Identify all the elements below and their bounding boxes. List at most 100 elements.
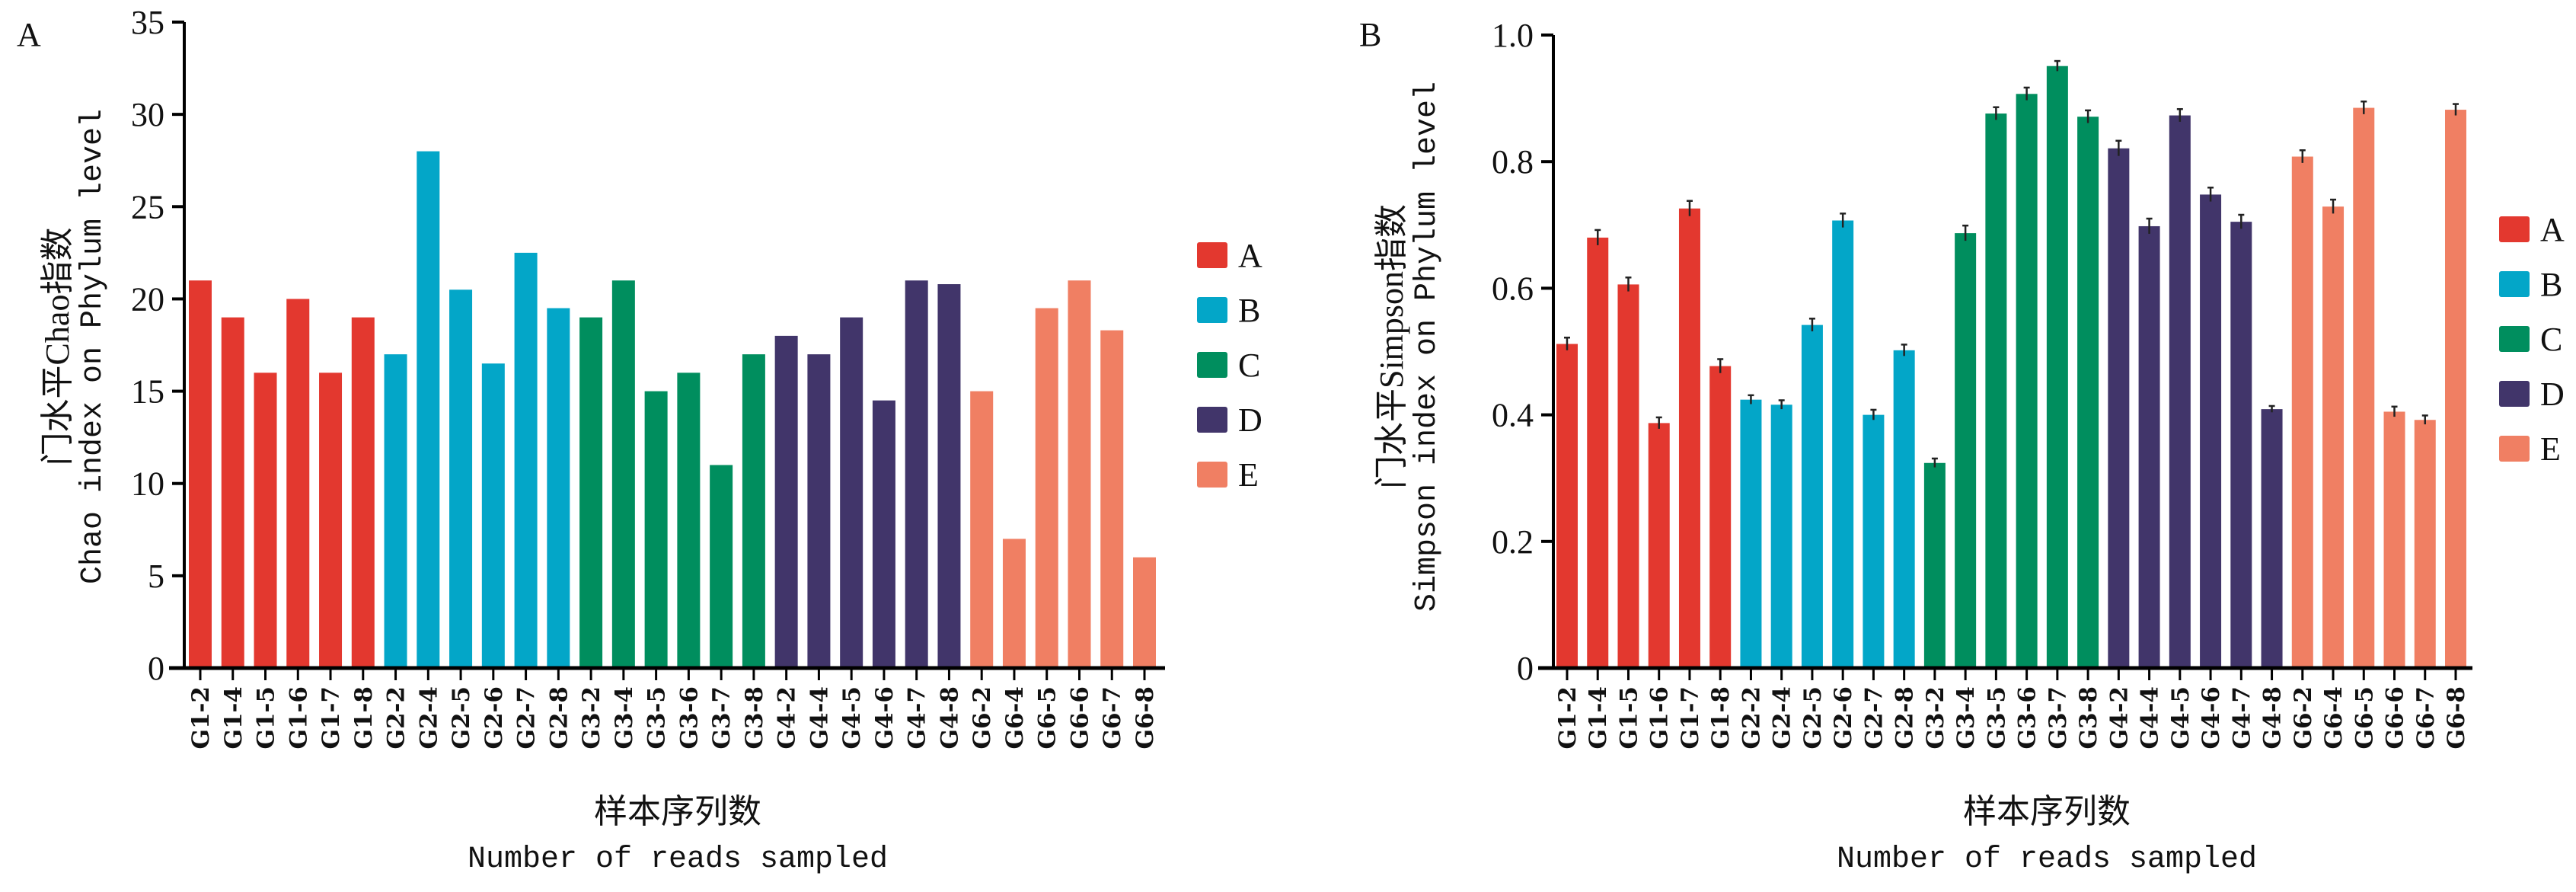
legend-item-d: D [1197,401,1262,439]
bar-g6-2 [970,391,994,668]
error-bar-g2-7 [1870,408,1877,420]
x-tick-label: G2-2 [1738,686,1765,749]
bar-g2-5 [1801,325,1823,668]
x-tick-label: G3-7 [2045,686,2072,749]
x-tick-label: G3-5 [1983,686,2010,749]
y-tick-label: 0 [1517,650,1534,687]
x-tick-label: G1-5 [1615,686,1642,749]
error-bar-g3-7 [2054,59,2060,72]
legend-swatch [1197,462,1227,488]
x-tick-label: G1-2 [187,686,215,749]
error-bar-g4-5 [2176,107,2183,122]
bar-g3-2 [579,317,603,668]
error-bar-g1-6 [1655,416,1662,429]
x-tick-label: G2-4 [1769,686,1796,749]
legend-label: C [2540,321,2562,358]
x-axis-title-en: Number of reads sampled [1837,842,2257,877]
bar-g1-5 [254,372,277,668]
x-tick-label: G2-7 [1860,686,1888,749]
bar-g4-8 [937,284,961,668]
legend-label: C [1238,347,1260,384]
error-bar-g6-2 [2299,149,2306,163]
bar-g1-7 [1678,208,1700,669]
legend-label: D [1238,401,1262,439]
x-tick-label: G1-6 [285,686,312,749]
error-bar-g6-5 [2361,101,2367,114]
error-bar-g6-6 [2391,405,2398,417]
legend-item-e: E [1197,456,1259,494]
bar-g4-4 [807,354,831,668]
bar-g3-4 [611,280,635,668]
bar-g1-6 [286,299,310,668]
bar-g2-6 [481,363,505,668]
bar-g3-5 [644,391,668,668]
bar-g4-5 [840,317,863,668]
error-bar-g2-5 [1808,318,1815,331]
x-tick-label: G2-5 [448,686,475,749]
bar-g6-5 [2353,107,2375,668]
bar-g2-7 [1863,414,1885,668]
bar-g4-4 [2138,225,2160,668]
bar-g1-4 [1587,237,1609,668]
x-tick-label: G1-2 [1554,686,1582,749]
legend-item-c: C [1197,347,1260,384]
legend-swatch [2499,216,2530,242]
bar-g3-5 [1985,113,2007,668]
bar-g4-8 [2261,409,2283,668]
error-bar-g6-8 [2453,103,2459,116]
x-tick-label: G2-6 [1830,686,1857,749]
error-bar-g2-8 [1901,344,1907,356]
x-tick-label: G4-8 [2259,686,2287,749]
error-bar-g4-6 [2207,187,2214,202]
legend-label: B [2540,266,2562,303]
x-tick-label: G1-8 [1707,686,1735,749]
bar-g6-2 [2291,156,2313,668]
x-tick-label: G2-7 [513,686,541,749]
x-tick-label: G2-5 [1799,686,1827,749]
bar-g1-2 [1556,344,1578,668]
x-tick-label: G3-2 [1922,686,1949,749]
x-tick-label: G1-8 [350,686,378,749]
legend-item-a: A [1197,237,1262,274]
x-tick-label: G2-8 [545,686,573,749]
legend-label: D [2540,376,2565,413]
bar-g6-6 [2383,411,2405,668]
bar-g4-2 [774,335,798,668]
x-tick-label: G3-4 [1952,686,1980,749]
bar-g1-6 [1648,423,1670,668]
bar-g3-4 [1955,233,1977,668]
bar-g4-7 [905,280,928,668]
error-bar-g3-4 [1962,224,1969,241]
y-tick-label: 0.4 [1492,397,1534,434]
y-tick-label: 35 [131,4,164,41]
x-tick-label: G4-2 [774,686,801,749]
legend-label: A [1238,237,1262,274]
error-bar-g1-4 [1594,229,1601,245]
legend-label: E [1238,456,1259,494]
error-bar-g6-7 [2421,414,2428,425]
legend-label: B [1238,292,1260,329]
legend-swatch [2499,271,2530,297]
bar-g3-6 [677,372,701,668]
x-tick-label: G1-4 [1585,686,1612,749]
panel-b-simpson-chart: B 0 0.2 0.4 0.6 0.8 1.0 G1-2 G1-4 G1-5 G1-6 G1-7 G1-… [1359,16,2565,877]
legend-item-b: B [1197,292,1260,329]
x-tick-label: G6-2 [969,686,996,749]
bar-g6-5 [1035,308,1058,668]
x-tick-label: G6-5 [2351,686,2378,749]
error-bar-g4-4 [2146,217,2153,234]
y-axis-title-cn: 门水平Chao指数 [39,228,76,466]
legend-swatch [1197,352,1227,378]
y-axis-title-en: Simpson index on Phylum level [1410,82,1444,612]
bar-g4-5 [2169,115,2191,669]
y-tick-label: 0.2 [1492,523,1534,561]
y-axis-title-en: Chao index on Phylum level [76,109,110,584]
legend-item-b: B [2499,266,2562,303]
bar-g3-6 [2016,94,2038,668]
x-tick-label: G2-8 [1891,686,1919,749]
y-tick-label: 25 [131,188,164,225]
